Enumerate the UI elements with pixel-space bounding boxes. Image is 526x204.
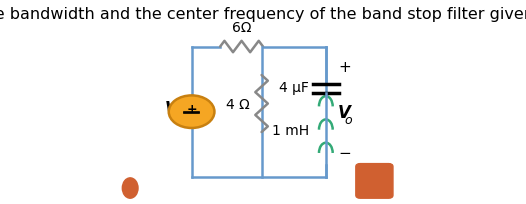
Text: −: − bbox=[339, 145, 351, 160]
Ellipse shape bbox=[123, 178, 138, 198]
Text: 4 μF: 4 μF bbox=[279, 81, 309, 95]
Text: i: i bbox=[179, 111, 182, 124]
Circle shape bbox=[169, 96, 215, 128]
Text: Find the bandwidth and the center frequency of the band stop filter given below: Find the bandwidth and the center freque… bbox=[0, 7, 526, 22]
Text: +: + bbox=[339, 60, 351, 75]
Text: V: V bbox=[165, 99, 177, 117]
Text: 1 mH: 1 mH bbox=[271, 123, 309, 137]
FancyBboxPatch shape bbox=[356, 164, 393, 198]
Text: 4 Ω: 4 Ω bbox=[226, 97, 250, 111]
Text: +: + bbox=[186, 102, 197, 115]
Text: 6Ω: 6Ω bbox=[232, 21, 251, 35]
Text: o: o bbox=[345, 114, 352, 127]
Text: V: V bbox=[337, 103, 350, 121]
